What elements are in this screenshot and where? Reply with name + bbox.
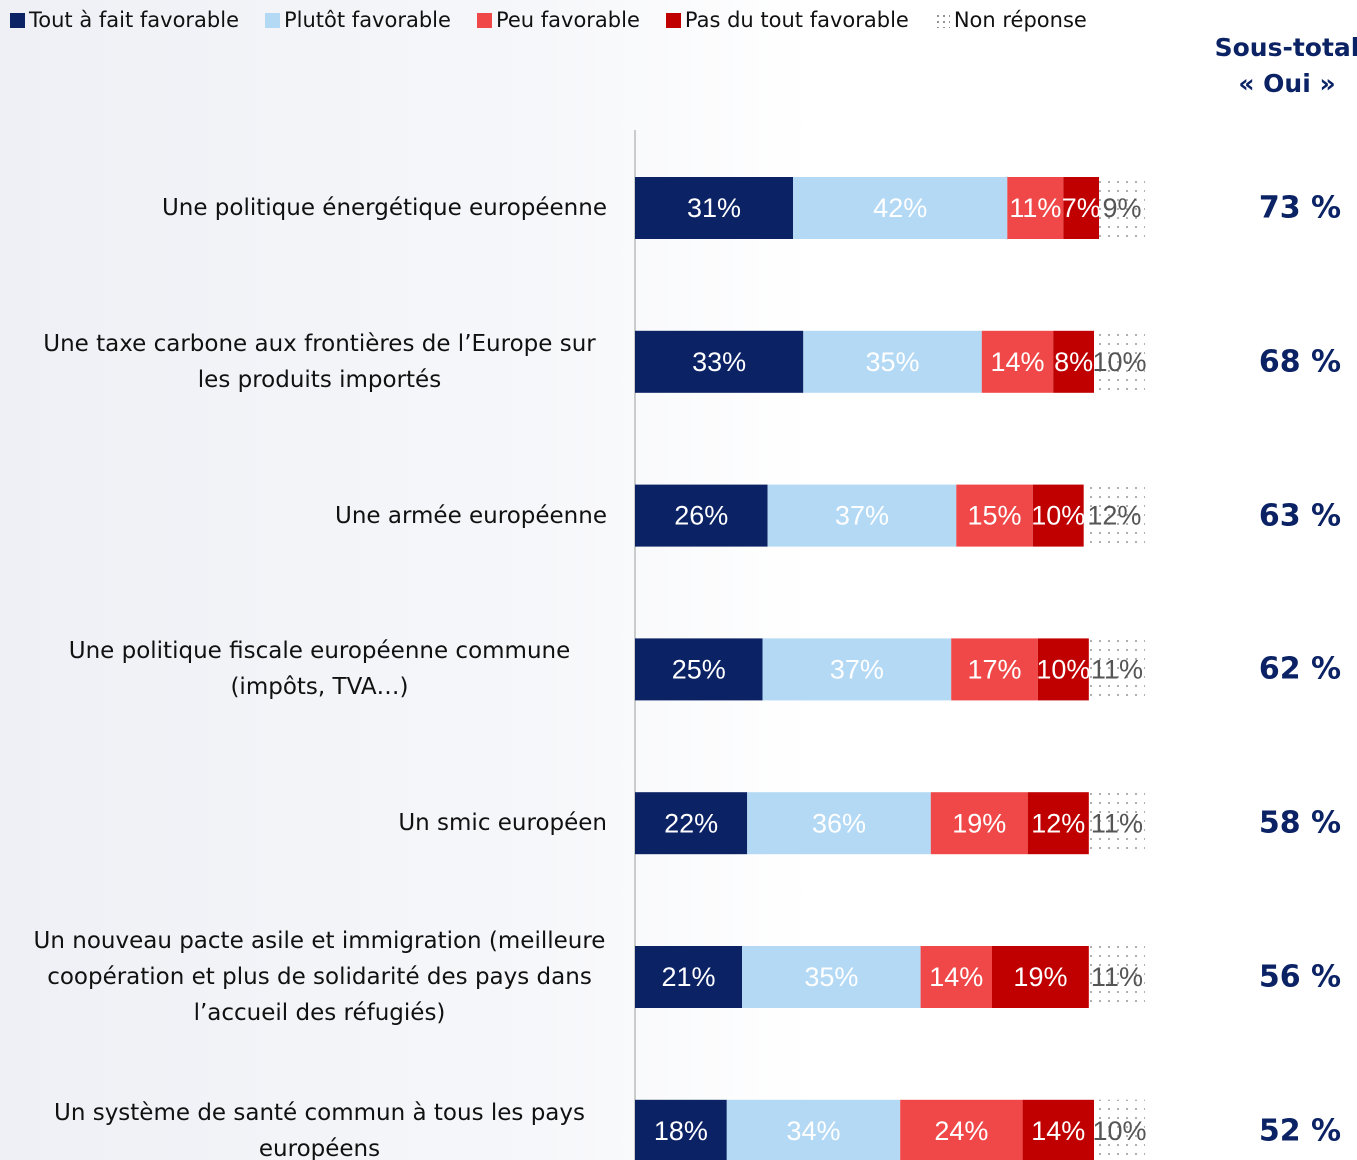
category-text: Une politique fiscale européenne commune… xyxy=(32,633,607,705)
value-label: 37% xyxy=(835,501,889,531)
category-text: Un nouveau pacte asile et immigration (m… xyxy=(32,923,607,1031)
value-label: 12% xyxy=(1031,808,1085,838)
value-label: 11% xyxy=(1009,193,1061,223)
value-label: 8% xyxy=(1054,347,1093,377)
legend-label: Plutôt favorable xyxy=(284,8,451,32)
value-label: 10% xyxy=(1092,347,1146,377)
legend-swatch xyxy=(935,13,950,28)
subtotal: 52 % xyxy=(1230,1113,1357,1148)
value-label: 37% xyxy=(830,655,884,685)
value-label: 14% xyxy=(1031,1116,1085,1146)
value-label: 11% xyxy=(1091,962,1143,992)
value-label: 14% xyxy=(929,962,983,992)
value-label: 10% xyxy=(1031,501,1085,531)
legend-swatch xyxy=(10,13,25,28)
legend: Tout à fait favorable Plutôt favorable Peu… xyxy=(10,8,1087,32)
legend-swatch xyxy=(666,13,681,28)
value-label: 31% xyxy=(687,193,741,223)
value-label: 36% xyxy=(812,808,866,838)
legend-item: Tout à fait favorable xyxy=(10,8,239,32)
legend-item: Peu favorable xyxy=(477,8,640,32)
value-label: 11% xyxy=(1091,808,1143,838)
category-label: Une armée européenne xyxy=(7,498,607,534)
legend-item: Plutôt favorable xyxy=(265,8,451,32)
chart: 31%42%11%7%9%33%35%14%8%10%26%37%15%10%1… xyxy=(0,0,1357,1160)
value-label: 10% xyxy=(1036,655,1090,685)
category-text: Un système de santé commun à tous les pa… xyxy=(32,1095,607,1160)
value-label: 21% xyxy=(662,962,716,992)
value-label: 14% xyxy=(990,347,1044,377)
category-label: Une politique énergétique européenne xyxy=(7,190,607,226)
value-label: 11% xyxy=(1091,655,1143,685)
category-text: Un smic européen xyxy=(398,805,607,841)
value-label: 19% xyxy=(952,808,1006,838)
value-label: 24% xyxy=(934,1116,988,1146)
value-label: 35% xyxy=(804,962,858,992)
subtotal: 63 % xyxy=(1230,498,1357,533)
subtotal: 68 % xyxy=(1230,344,1357,379)
value-label: 7% xyxy=(1062,193,1101,223)
subtotal: 73 % xyxy=(1230,191,1357,226)
value-label: 22% xyxy=(664,808,718,838)
legend-label: Non réponse xyxy=(954,8,1087,32)
value-label: 18% xyxy=(654,1116,708,1146)
value-label: 35% xyxy=(866,347,920,377)
value-label: 15% xyxy=(968,501,1022,531)
subtotal: 56 % xyxy=(1230,960,1357,995)
legend-swatch xyxy=(477,13,492,28)
subtotal: 62 % xyxy=(1230,652,1357,687)
legend-label: Peu favorable xyxy=(496,8,640,32)
category-label: Une taxe carbone aux frontières de l’Eur… xyxy=(7,326,607,398)
subtotal: 58 % xyxy=(1230,806,1357,841)
legend-swatch xyxy=(265,13,280,28)
category-text: Une taxe carbone aux frontières de l’Eur… xyxy=(32,326,607,398)
value-label: 25% xyxy=(672,655,726,685)
value-label: 33% xyxy=(692,347,746,377)
category-label: Un smic européen xyxy=(7,805,607,841)
legend-label: Pas du tout favorable xyxy=(685,8,909,32)
category-label: Un nouveau pacte asile et immigration (m… xyxy=(7,923,607,1031)
value-label: 12% xyxy=(1087,501,1141,531)
value-label: 19% xyxy=(1013,962,1067,992)
category-text: Une politique énergétique européenne xyxy=(162,190,607,226)
legend-item: Non réponse xyxy=(935,8,1087,32)
legend-label: Tout à fait favorable xyxy=(29,8,239,32)
legend-item: Pas du tout favorable xyxy=(666,8,909,32)
value-label: 17% xyxy=(968,655,1022,685)
value-label: 26% xyxy=(674,501,728,531)
category-text: Une armée européenne xyxy=(335,498,607,534)
value-label: 10% xyxy=(1092,1116,1146,1146)
category-label: Un système de santé commun à tous les pa… xyxy=(7,1095,607,1160)
value-label: 42% xyxy=(873,193,927,223)
value-label: 9% xyxy=(1103,193,1142,223)
category-label: Une politique fiscale européenne commune… xyxy=(7,633,607,705)
subtotal-title: Sous-total « Oui » xyxy=(1212,30,1357,102)
value-label: 34% xyxy=(786,1116,840,1146)
